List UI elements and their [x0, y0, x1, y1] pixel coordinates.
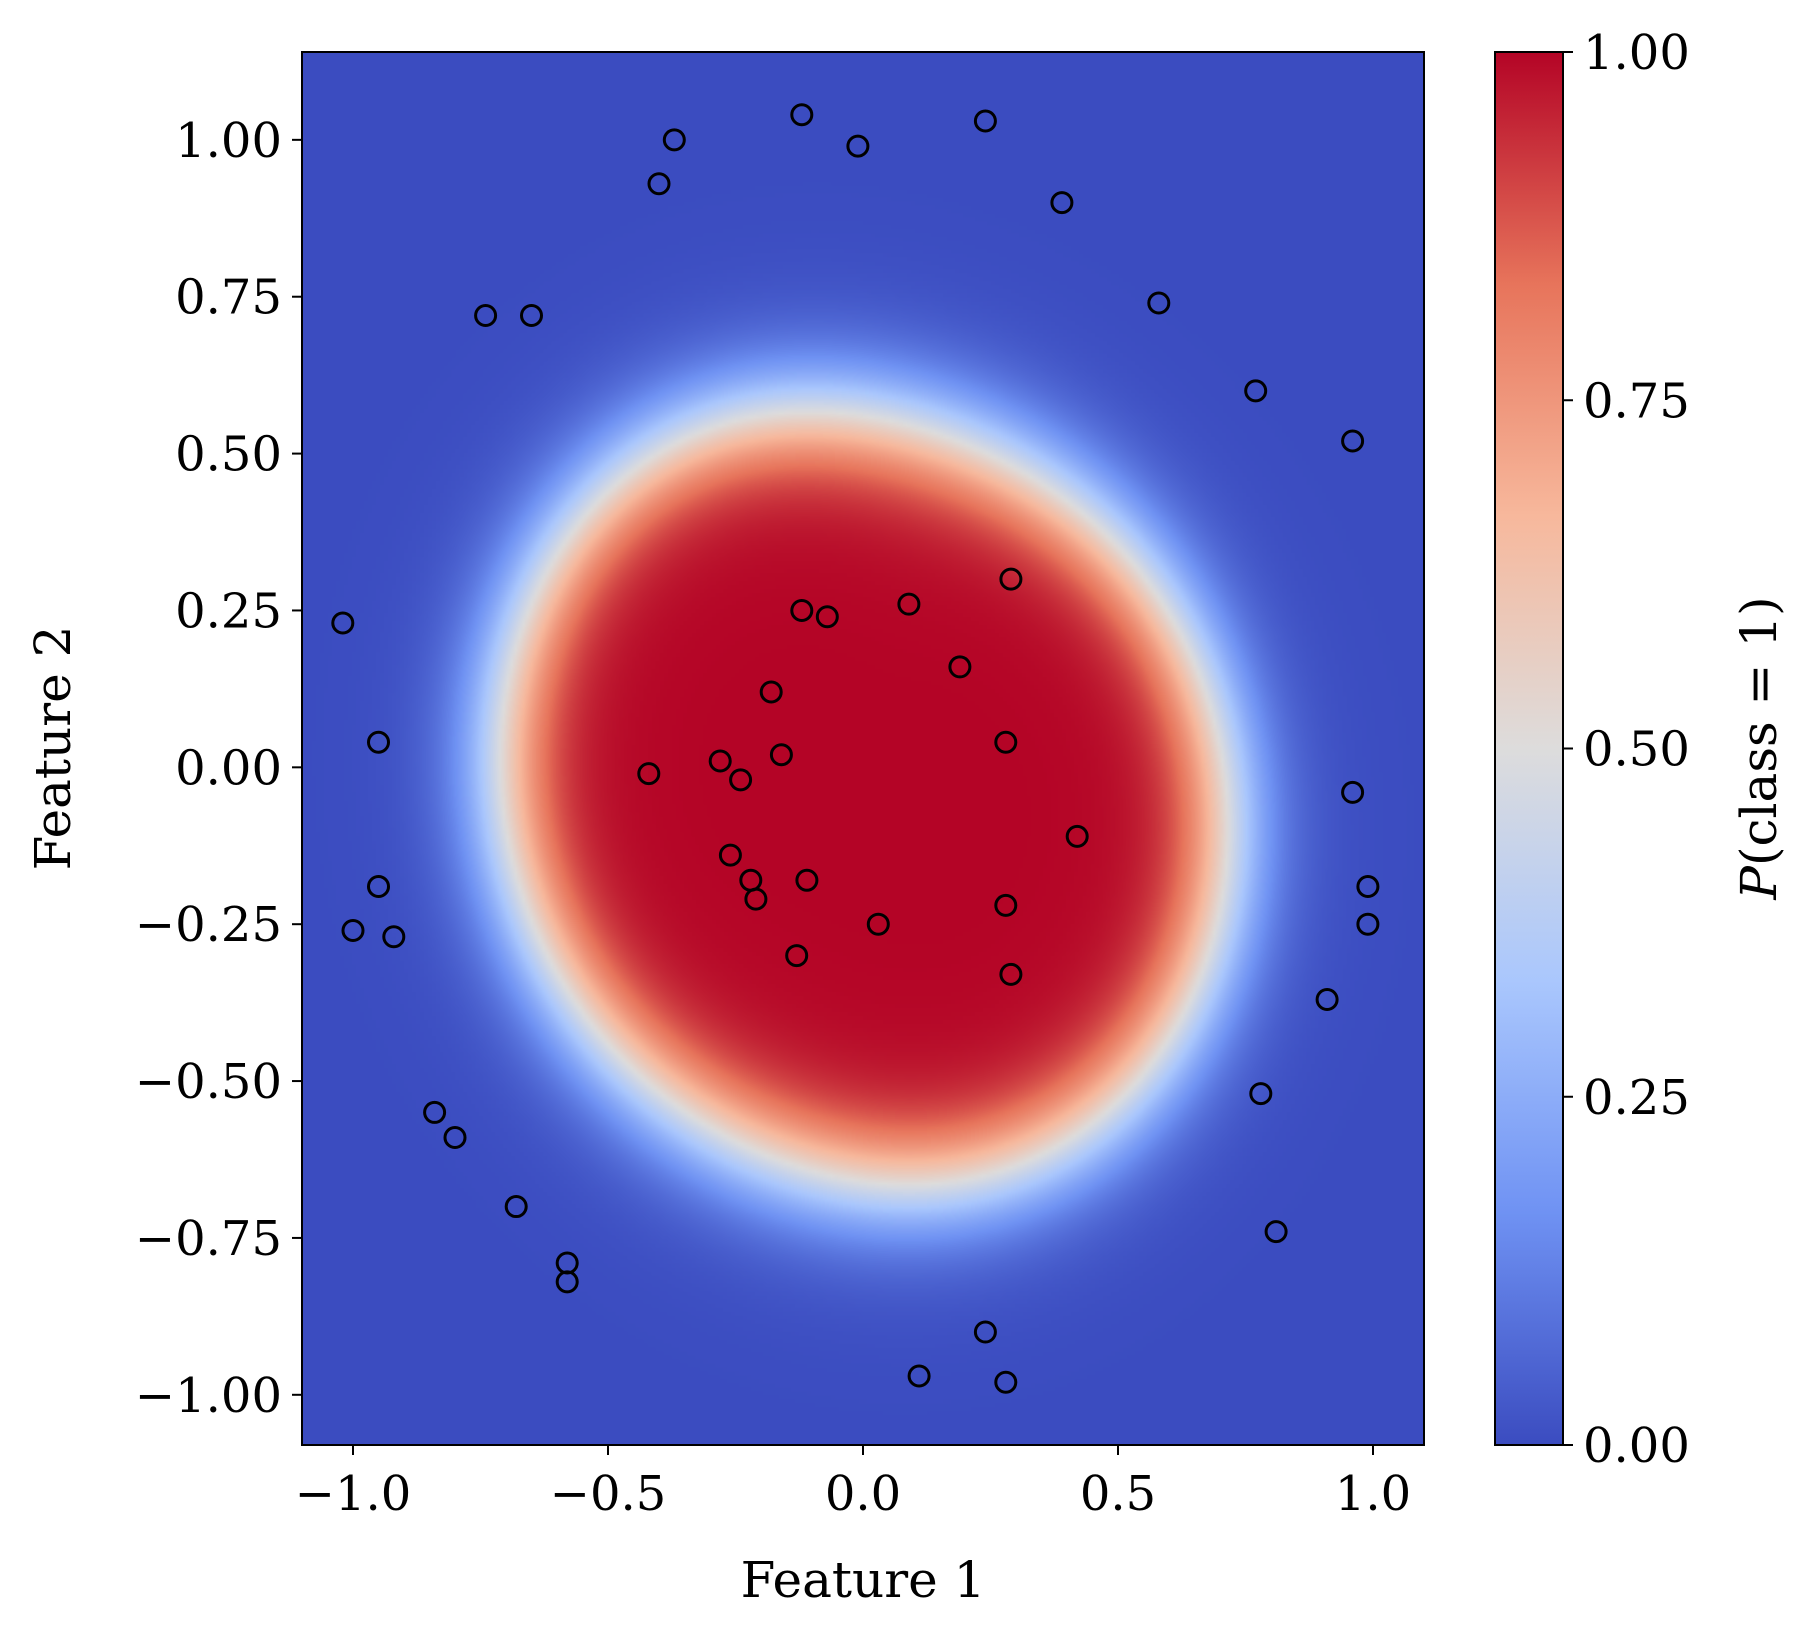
- data-point: [1356, 875, 1380, 899]
- data-point: [759, 680, 783, 704]
- data-point: [367, 875, 390, 899]
- x-tick-label: 1.0: [1335, 1466, 1411, 1522]
- data-point: [973, 109, 997, 133]
- data-point: [994, 730, 1018, 754]
- y-axis: 1.00 0.75 0.50 0.25 0.00 −0.25 −0.50 −0.75 −1.00: [135, 113, 302, 1424]
- y-tick-label: 0.75: [175, 270, 282, 326]
- data-point: [1050, 191, 1074, 215]
- data-point: [973, 1320, 997, 1344]
- data-point: [1244, 379, 1268, 403]
- y-tick-label: −0.75: [135, 1211, 282, 1267]
- colorbar-label-rest: (class = 1): [1730, 596, 1788, 866]
- data-point: [662, 128, 686, 152]
- data-point: [504, 1195, 528, 1219]
- data-point: [423, 1100, 447, 1124]
- data-point: [729, 768, 753, 792]
- data-point: [1147, 291, 1171, 315]
- colorbar: 0.00 0.25 0.50 0.75 1.00 P(class = 1): [1494, 25, 1788, 1474]
- colorbar-tick-label: 1.00: [1583, 25, 1690, 81]
- data-point: [474, 304, 498, 328]
- data-point: [1356, 912, 1380, 936]
- data-point: [994, 1370, 1018, 1394]
- colorbar-tick-label: 0.25: [1583, 1070, 1690, 1126]
- colorbar-gradient: [1495, 52, 1563, 1445]
- probability-heatmap: [302, 52, 1424, 1445]
- data-point: [785, 944, 809, 968]
- x-tick-label: −1.0: [295, 1466, 412, 1522]
- data-point: [795, 868, 819, 892]
- colorbar-label-var: P: [1730, 865, 1788, 901]
- data-point: [520, 304, 543, 328]
- data-point: [1249, 1082, 1273, 1106]
- colorbar-ticks: 0.00 0.25 0.50 0.75 1.00: [1563, 25, 1690, 1474]
- y-axis-label: Feature 2: [24, 626, 82, 871]
- y-tick-label: 0.25: [175, 583, 282, 639]
- data-point: [382, 925, 406, 949]
- data-point: [815, 605, 839, 629]
- y-tick-label: 1.00: [175, 113, 282, 169]
- x-tick-label: 0.5: [1080, 1466, 1156, 1522]
- data-point: [555, 1270, 579, 1294]
- data-point: [769, 743, 793, 767]
- x-tick-label: −0.5: [550, 1466, 667, 1522]
- data-point: [999, 567, 1023, 591]
- data-point: [866, 912, 890, 936]
- data-point: [647, 172, 671, 196]
- colorbar-tick-label: 0.50: [1583, 722, 1690, 778]
- data-point: [1264, 1220, 1288, 1244]
- data-point: [790, 598, 814, 622]
- y-tick-label: 0.50: [175, 427, 282, 483]
- data-point: [718, 843, 742, 867]
- data-point: [341, 918, 365, 942]
- y-tick-label: −0.25: [135, 897, 282, 953]
- data-point: [1315, 987, 1339, 1011]
- data-point: [948, 655, 972, 679]
- data-point: [846, 134, 870, 158]
- data-point: [331, 611, 355, 635]
- data-point: [1341, 429, 1365, 453]
- data-point: [443, 1126, 467, 1150]
- data-point: [790, 103, 814, 127]
- x-axis: −1.0 −0.5 0.0 0.5 1.0: [295, 1445, 1411, 1522]
- data-point: [907, 1364, 931, 1388]
- y-tick-label: −0.50: [135, 1054, 282, 1110]
- data-point: [637, 762, 661, 786]
- data-point: [367, 730, 390, 754]
- x-tick-label: 0.0: [825, 1466, 901, 1522]
- x-axis-label: Feature 1: [741, 1551, 986, 1609]
- data-point: [1341, 780, 1365, 804]
- y-tick-label: 0.00: [175, 740, 282, 796]
- data-point: [708, 749, 732, 773]
- plot-area: [301, 51, 1425, 1446]
- colorbar-tick-label: 0.75: [1583, 373, 1690, 429]
- data-point: [999, 962, 1023, 986]
- data-point: [1065, 824, 1089, 848]
- y-tick-label: −1.00: [135, 1368, 282, 1424]
- data-point: [897, 592, 921, 616]
- data-point: [744, 887, 768, 911]
- data-points: [331, 103, 1380, 1394]
- colorbar-tick-label: 0.00: [1583, 1418, 1690, 1474]
- data-point: [994, 893, 1018, 917]
- colorbar-label: P(class = 1): [1730, 596, 1788, 900]
